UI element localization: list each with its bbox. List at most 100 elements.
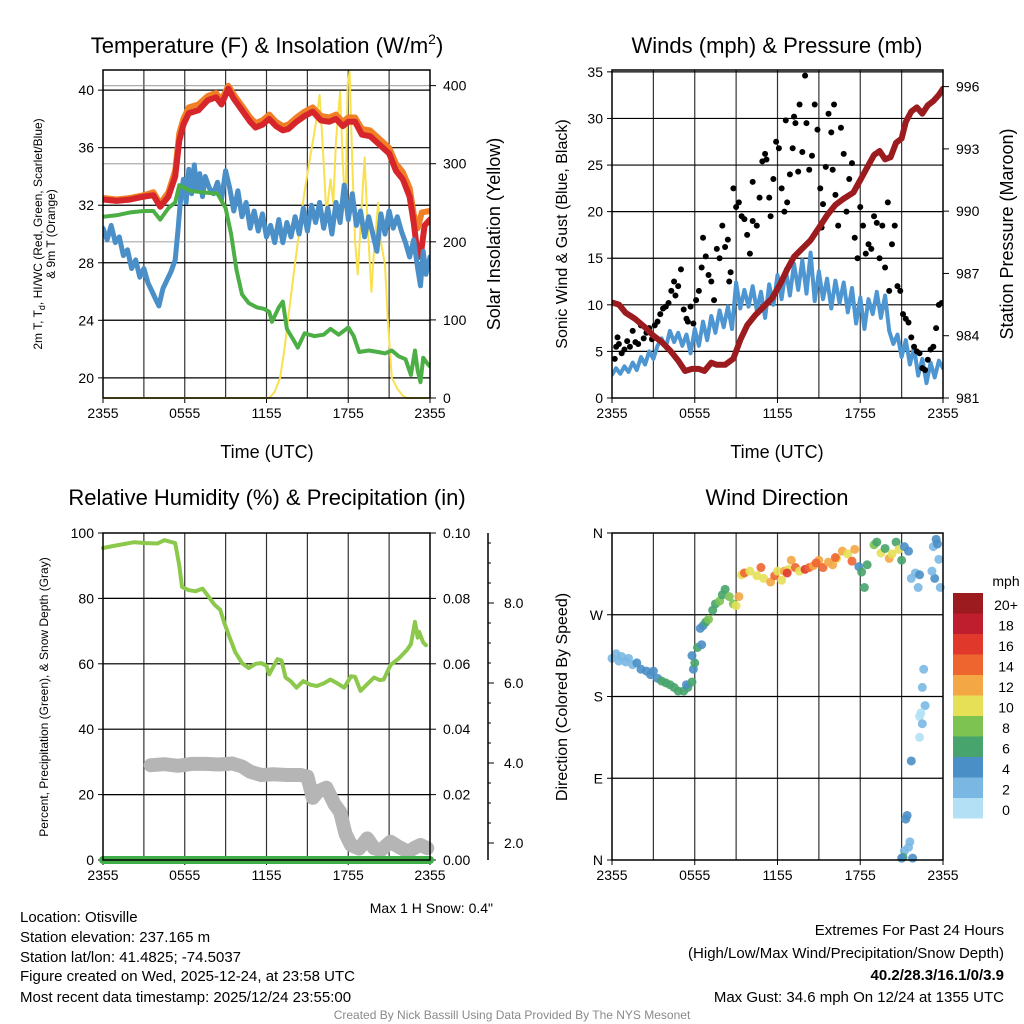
panel-1: 2355 0555 1155 1755 235598198498799099399605…	[587, 64, 979, 421]
gust-point	[789, 145, 796, 152]
gust-point	[733, 203, 740, 210]
wind-direction-point	[920, 701, 930, 711]
legend-swatch	[953, 675, 983, 696]
temperature-y-label: 2m T, Td, HI/WC (Red, Green, Scarlet/Blu…	[31, 118, 58, 349]
gust-point	[860, 222, 867, 229]
station-info: Location: Otisville Station elevation: 2…	[20, 909, 355, 1006]
x-tick-label: 0555	[169, 405, 200, 421]
legend-label: 2	[1002, 782, 1010, 798]
gust-point	[708, 278, 715, 285]
y-tick-label: 25	[587, 157, 603, 173]
y-tick-label: 0	[86, 852, 94, 868]
gust-point	[700, 234, 707, 241]
x-tick-label: 2355	[414, 867, 445, 883]
extremes-fields: (High/Low/Max Wind/Precipitation/Snow De…	[688, 945, 1004, 962]
gust-point	[908, 334, 915, 341]
wind-direction-point	[906, 756, 916, 766]
gust-point	[702, 253, 709, 260]
y-tick-label: 80	[78, 590, 94, 606]
gust-point	[916, 350, 923, 357]
gust-point	[726, 278, 733, 285]
y-tick-label: 32	[78, 197, 94, 213]
wind-direction-point	[752, 571, 762, 581]
legend-swatch	[953, 634, 983, 655]
legend-swatch	[953, 695, 983, 716]
gust-point	[832, 191, 839, 198]
y-tick-label: S	[594, 689, 603, 705]
gust-point	[888, 241, 895, 248]
y-tick-label: 0	[595, 390, 603, 406]
wind-direction-point	[904, 546, 914, 556]
wind-direction-point	[880, 543, 890, 553]
gust-point	[716, 255, 723, 262]
y-tick-label: 20	[587, 204, 603, 220]
gust-point	[886, 287, 893, 294]
x-tick-label: 1755	[333, 405, 364, 421]
wind-direction-point	[927, 566, 937, 576]
wind-direction-point	[830, 553, 840, 563]
y-tick-label: 10	[587, 297, 603, 313]
gust-point	[848, 160, 855, 167]
gust-point	[796, 101, 803, 108]
gust-point	[846, 176, 853, 183]
wind-direction-point	[930, 573, 940, 583]
y2-tick-label: 993	[956, 141, 980, 157]
wind-direction-point	[862, 560, 872, 570]
series-group	[612, 72, 943, 386]
plot-frame	[102, 532, 431, 861]
x-tick-label: 1155	[251, 405, 281, 421]
gust-point	[862, 250, 869, 257]
wind-direction-point	[919, 664, 929, 674]
gust-point	[746, 250, 753, 257]
gust-point	[713, 245, 720, 252]
y2-tick-label: 0.02	[443, 787, 470, 803]
gust-point	[654, 318, 661, 325]
plot-layers: 2355 0555 1155 1755 235501002003004002024283…	[71, 64, 1018, 883]
gust-point	[865, 241, 872, 248]
gust-point	[671, 278, 678, 285]
title-text: Temperature (F) & Insolation (W/m	[91, 33, 428, 58]
created-text: Figure created on Wed, 2025-12-24, at 23…	[20, 968, 355, 985]
y2-tick-label: 400	[443, 78, 467, 94]
wind-direction-point	[745, 566, 755, 576]
x-tick-label: 1755	[333, 867, 364, 883]
panel-0: 2355 0555 1155 1755 235501002003004002024283…	[78, 69, 467, 421]
gust-point	[612, 355, 618, 362]
series-relative-humidity	[101, 538, 428, 693]
x-tick-label: 2355	[87, 405, 118, 421]
gust-point	[724, 236, 731, 243]
gust-point	[933, 325, 940, 332]
snow-tick-label: 6.0	[504, 675, 524, 691]
gust-point	[657, 311, 664, 318]
gust-point	[767, 213, 774, 220]
pressure-y-label: Station Pressure (Maroon)	[997, 128, 1017, 339]
gust-point	[719, 222, 726, 229]
plot-frame	[611, 532, 944, 861]
wind-direction-point	[828, 560, 838, 570]
gust-point	[621, 346, 628, 353]
wind-direction-point	[731, 601, 741, 611]
legend-label: 20+	[994, 597, 1018, 613]
gust-point	[900, 311, 907, 318]
y-tick-label: 36	[78, 140, 94, 156]
gust-point	[843, 208, 850, 215]
gust-point	[773, 138, 780, 145]
gust-point	[806, 166, 813, 173]
ylabel-line2: & 9m T (Orange)	[44, 189, 58, 279]
gust-point	[766, 194, 773, 201]
y-tick-label: 40	[78, 82, 94, 98]
y2-tick-label: 0	[443, 390, 451, 406]
series-group	[103, 70, 430, 399]
x-tick-label: 2355	[596, 405, 627, 421]
wind-direction-point	[897, 853, 907, 863]
wind-direction-point	[648, 666, 658, 676]
y2-tick-label: 100	[443, 312, 467, 328]
wind-direction-point	[897, 555, 907, 565]
legend-label: 10	[998, 700, 1014, 716]
wind-direction-point	[687, 651, 697, 661]
gust-point	[840, 150, 847, 157]
gust-point	[802, 72, 809, 79]
gust-point	[629, 327, 636, 334]
snow-tick-label: 2.0	[504, 835, 524, 851]
